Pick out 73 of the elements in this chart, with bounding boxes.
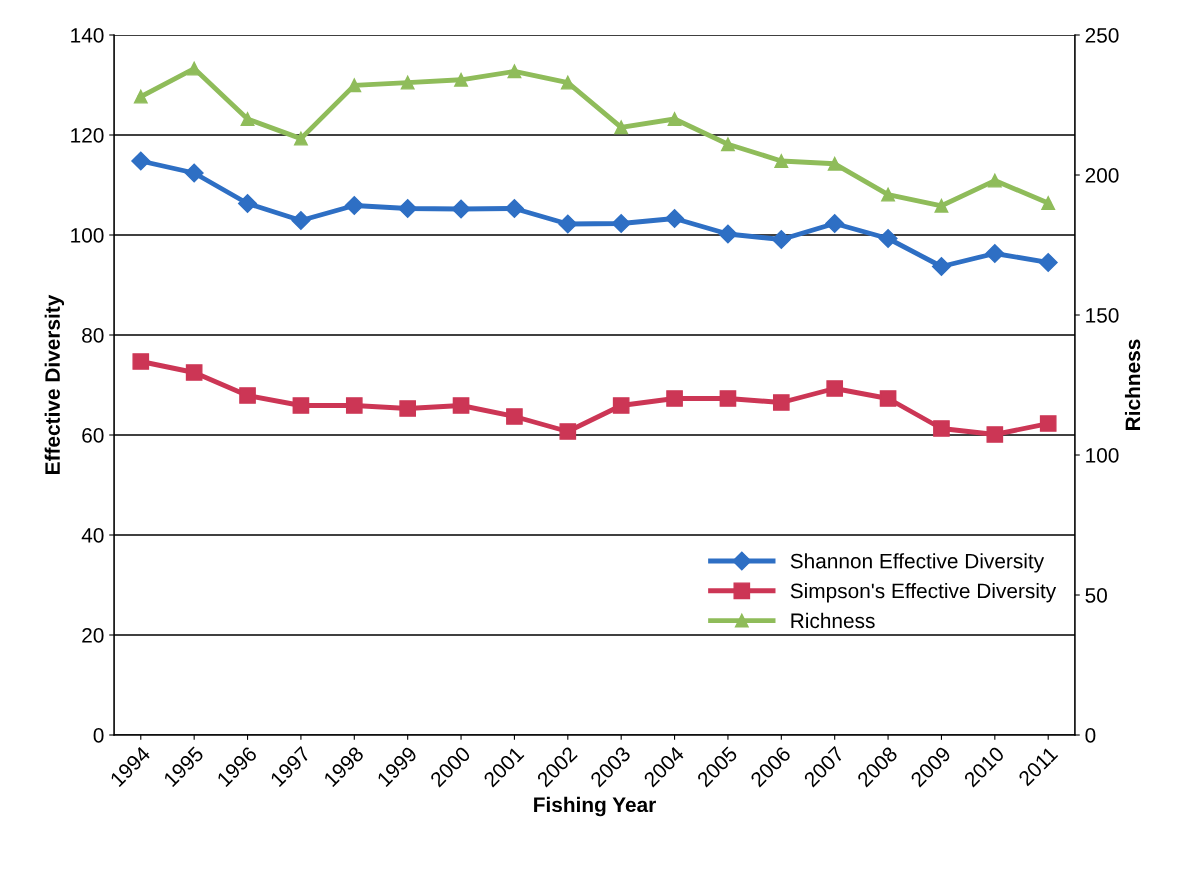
point xyxy=(934,198,949,213)
point xyxy=(771,229,791,250)
y2-tick-label: 200 xyxy=(1085,168,1119,183)
point xyxy=(879,390,897,407)
y-tick-label: 40 xyxy=(81,528,104,543)
y-tick-label: 60 xyxy=(82,428,104,443)
y-axis-title: Effective Diversity xyxy=(44,294,65,474)
point xyxy=(399,400,417,417)
point xyxy=(184,163,204,183)
point xyxy=(827,156,842,171)
point xyxy=(772,394,790,411)
point xyxy=(881,187,896,202)
point xyxy=(774,154,789,168)
point xyxy=(611,213,631,234)
y2-axis-title: Richness xyxy=(1124,339,1141,430)
y-tick-label: 140 xyxy=(71,28,104,43)
y2-tick-label: 150 xyxy=(1086,308,1119,323)
legend-label: Richness xyxy=(791,612,875,629)
point xyxy=(452,397,470,414)
point xyxy=(986,426,1004,443)
point xyxy=(185,364,203,381)
point xyxy=(239,387,256,404)
point xyxy=(826,380,844,397)
y-tick-label: 100 xyxy=(71,228,104,243)
x-axis-title: Fishing Year xyxy=(534,796,656,817)
point xyxy=(559,423,577,440)
y-tick-label: 80 xyxy=(82,328,104,343)
legend-label: Simpson's Effective Diversity xyxy=(790,582,1057,603)
point xyxy=(718,224,738,244)
point xyxy=(931,256,951,277)
point xyxy=(985,243,1005,264)
point xyxy=(1039,415,1057,432)
point xyxy=(560,75,575,90)
y-tick-label: 20 xyxy=(82,628,104,643)
y2-tick-label: 50 xyxy=(1085,588,1107,603)
point xyxy=(398,198,418,219)
point xyxy=(1041,196,1056,210)
point xyxy=(133,89,148,104)
point xyxy=(451,199,471,219)
point xyxy=(293,131,308,146)
point xyxy=(131,151,151,171)
y2-tick-label: 100 xyxy=(1086,448,1119,463)
point xyxy=(667,112,682,126)
point xyxy=(454,72,468,87)
point xyxy=(612,397,630,414)
point xyxy=(506,408,523,425)
point xyxy=(347,78,362,93)
legend-label: Shannon Effective Diversity xyxy=(790,553,1045,573)
point xyxy=(345,397,363,414)
point xyxy=(666,390,683,407)
point xyxy=(291,210,311,231)
y2-tick-label: 0 xyxy=(1085,728,1096,743)
point xyxy=(1038,252,1058,273)
point xyxy=(987,173,1002,188)
point xyxy=(878,228,898,249)
point xyxy=(240,112,255,126)
point xyxy=(238,193,258,214)
y-tick-label: 0 xyxy=(93,728,104,743)
y2-tick-label: 250 xyxy=(1085,28,1119,43)
point xyxy=(504,198,524,219)
point xyxy=(400,75,415,90)
point xyxy=(507,64,522,79)
point xyxy=(558,214,578,234)
point xyxy=(665,208,685,229)
point xyxy=(825,213,845,234)
y-tick-label: 120 xyxy=(71,128,104,143)
point xyxy=(292,397,310,414)
point xyxy=(344,195,364,216)
point xyxy=(933,420,950,437)
point xyxy=(614,120,629,135)
point xyxy=(132,353,150,370)
point xyxy=(720,137,735,152)
point xyxy=(719,390,737,407)
